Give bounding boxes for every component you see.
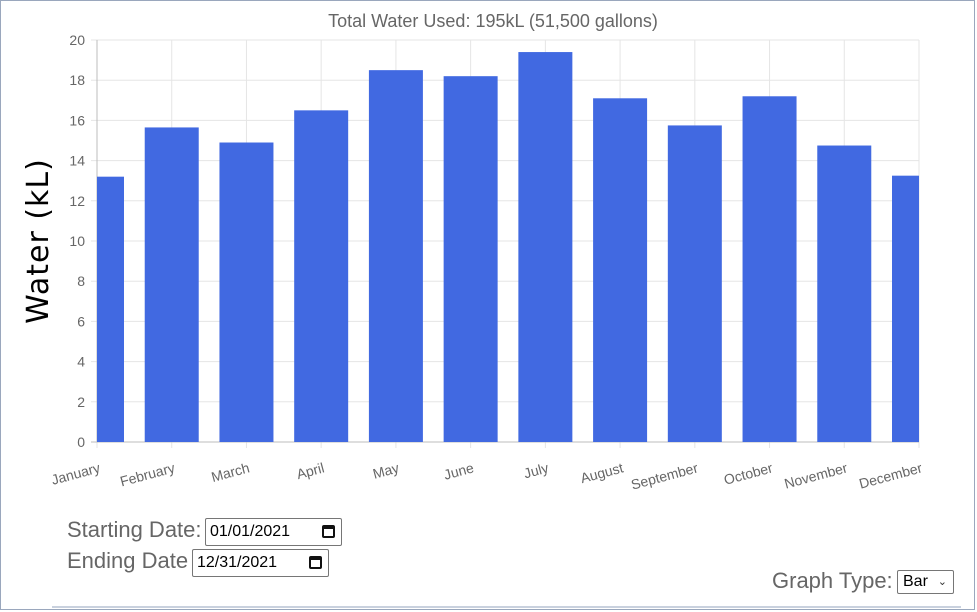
x-tick-label: October <box>722 459 775 487</box>
x-tick-label: September <box>629 459 700 492</box>
x-tick-label: December <box>857 459 924 491</box>
bar-may[interactable] <box>368 70 423 443</box>
bar-october[interactable] <box>742 96 797 442</box>
x-tick-label: April <box>295 459 326 482</box>
y-tick-label: 10 <box>69 233 85 249</box>
y-tick-label: 8 <box>77 273 85 289</box>
bar-march[interactable] <box>219 142 274 442</box>
y-tick-label: 16 <box>69 112 85 128</box>
frame-bottom-rule <box>52 606 961 608</box>
y-axis-label: Water (kL) <box>21 158 56 324</box>
water-usage-bar-chart: Total Water Used: 195kL (51,500 gallons)… <box>21 11 925 493</box>
ending-date-label: Ending Date <box>67 548 189 573</box>
bar-february[interactable] <box>144 127 199 442</box>
y-tick-label: 12 <box>69 193 85 209</box>
bar-september[interactable] <box>667 125 722 443</box>
x-tick-label: July <box>522 459 550 481</box>
chart-bars <box>97 52 919 443</box>
starting-date-label: Starting Date: <box>67 517 202 542</box>
y-tick-label: 14 <box>69 153 85 169</box>
y-tick-label: 0 <box>77 434 85 450</box>
bar-july[interactable] <box>518 52 573 443</box>
x-tick-label: November <box>783 459 850 491</box>
bar-august[interactable] <box>593 98 648 442</box>
y-tick-label: 20 <box>69 32 85 48</box>
ending-date-input[interactable]: 12/31/2021 <box>192 549 329 577</box>
x-tick-label: January <box>50 459 102 487</box>
calendar-icon[interactable] <box>309 556 322 569</box>
x-tick-label: August <box>579 459 625 486</box>
chart-title: Total Water Used: 195kL (51,500 gallons) <box>328 11 658 31</box>
chevron-down-icon: ⌄ <box>937 576 947 588</box>
graph-type-label: Graph Type: <box>772 568 893 593</box>
bar-january[interactable] <box>97 176 124 442</box>
ending-date-value: 12/31/2021 <box>197 554 278 571</box>
x-axis-ticks: January February March April May June July Augu… <box>50 459 925 492</box>
y-axis-ticks: 0 2 4 6 8 10 12 14 16 18 20 <box>69 32 85 450</box>
calendar-icon[interactable] <box>322 525 335 538</box>
y-tick-label: 4 <box>77 354 85 370</box>
x-tick-label: June <box>442 459 476 482</box>
starting-date-input[interactable]: 01/01/2021 <box>205 518 342 546</box>
y-tick-label: 6 <box>77 313 85 329</box>
starting-date-value: 01/01/2021 <box>210 523 291 540</box>
bar-june[interactable] <box>443 76 498 443</box>
bar-december[interactable] <box>892 175 919 443</box>
graph-type-select[interactable]: Bar ⌄ <box>897 570 954 594</box>
y-tick-label: 2 <box>77 394 85 410</box>
bar-april[interactable] <box>294 110 349 442</box>
x-tick-label: February <box>118 459 176 489</box>
x-tick-label: March <box>210 459 252 485</box>
x-tick-label: May <box>371 459 401 481</box>
graph-type-value: Bar <box>903 573 928 590</box>
bar-november[interactable] <box>817 145 872 442</box>
y-tick-label: 18 <box>69 72 85 88</box>
